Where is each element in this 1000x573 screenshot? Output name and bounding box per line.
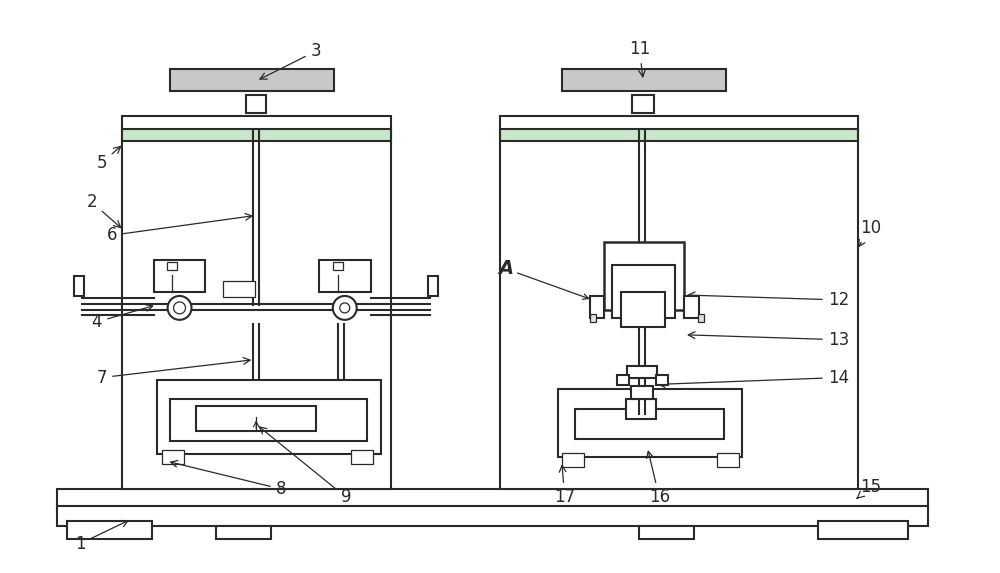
Bar	[562, 69, 726, 91]
Bar	[157, 379, 381, 454]
Circle shape	[168, 296, 192, 320]
Bar	[57, 506, 928, 526]
Bar	[604, 242, 684, 310]
Bar	[818, 521, 908, 539]
Text: 4: 4	[92, 305, 153, 331]
Bar	[428, 276, 438, 296]
Bar	[684, 296, 699, 318]
Text: 3: 3	[260, 42, 321, 79]
Bar	[627, 366, 657, 378]
Bar	[500, 116, 858, 489]
Text: 8: 8	[171, 461, 286, 498]
Bar	[319, 260, 371, 292]
Text: 1: 1	[75, 520, 128, 553]
Bar	[562, 453, 584, 467]
Bar	[500, 129, 858, 141]
Bar	[333, 262, 343, 270]
Bar	[631, 386, 653, 399]
Bar	[223, 281, 255, 297]
Text: 14: 14	[658, 368, 849, 387]
Circle shape	[174, 302, 186, 314]
Text: A: A	[498, 258, 514, 277]
Text: 2: 2	[87, 194, 121, 227]
Circle shape	[340, 303, 350, 313]
Text: 6: 6	[107, 214, 252, 244]
Bar	[621, 292, 665, 327]
Bar	[590, 296, 604, 318]
Bar	[626, 399, 656, 419]
Bar	[656, 375, 668, 384]
Bar	[590, 314, 596, 322]
Bar	[67, 521, 152, 539]
Text: 7: 7	[97, 358, 250, 387]
Bar	[196, 406, 316, 431]
Text: 16: 16	[647, 452, 670, 506]
Bar	[717, 453, 739, 467]
Bar	[612, 265, 675, 318]
Circle shape	[566, 248, 729, 411]
Bar	[170, 399, 367, 441]
Bar	[351, 450, 373, 464]
Text: 5: 5	[97, 147, 121, 171]
Bar	[246, 95, 266, 113]
Text: 17: 17	[554, 465, 575, 506]
Text: 13: 13	[688, 331, 849, 349]
Circle shape	[333, 296, 357, 320]
Bar	[57, 489, 928, 507]
Bar	[575, 409, 724, 439]
Bar	[122, 129, 391, 141]
Bar	[122, 116, 391, 489]
Bar	[216, 526, 271, 539]
Bar	[74, 276, 84, 296]
Bar	[639, 526, 694, 539]
Bar	[167, 262, 177, 270]
Bar	[698, 314, 704, 322]
Bar	[617, 375, 629, 384]
Text: 12: 12	[688, 291, 849, 309]
Bar	[162, 450, 184, 464]
Bar	[154, 260, 205, 292]
Bar	[170, 69, 334, 91]
Text: 11: 11	[629, 40, 650, 77]
Bar	[558, 390, 742, 457]
Bar	[629, 260, 654, 278]
Text: 9: 9	[259, 427, 351, 506]
Text: 10: 10	[859, 219, 881, 246]
Text: 15: 15	[857, 478, 881, 499]
Bar	[632, 95, 654, 113]
